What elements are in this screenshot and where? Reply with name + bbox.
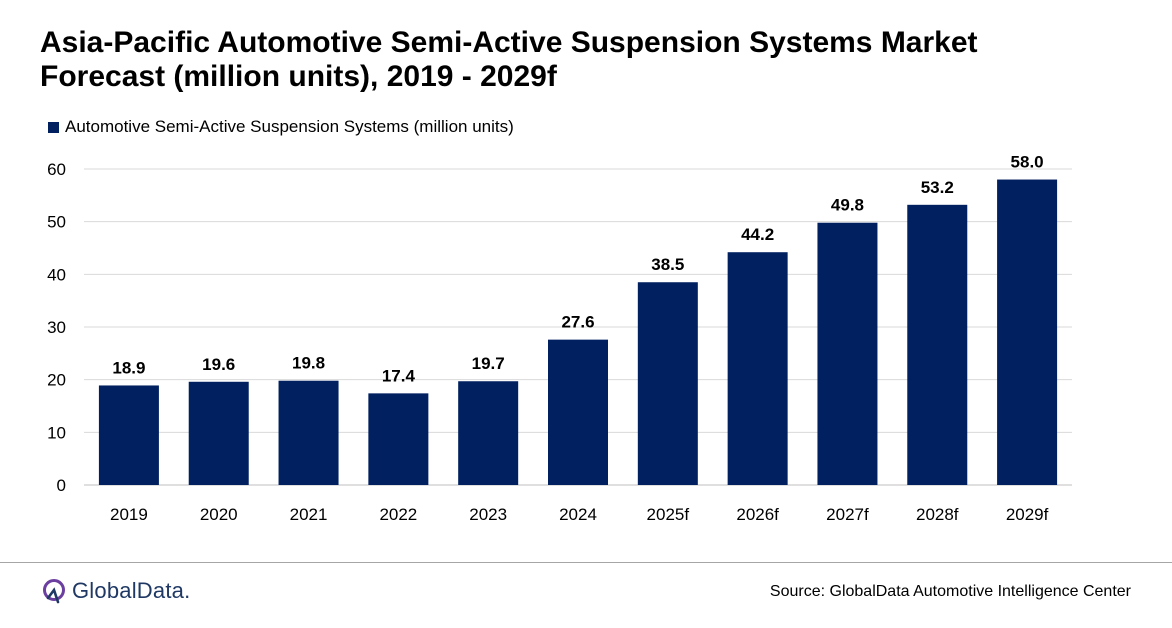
bar xyxy=(817,222,878,485)
data-label: 18.9 xyxy=(112,358,145,377)
x-tick-label: 2021 xyxy=(290,505,328,524)
logo-text: GlobalData. xyxy=(72,578,191,603)
footer-divider xyxy=(0,562,1172,563)
bar xyxy=(997,179,1058,486)
chart-legend: Automotive Semi-Active Suspension System… xyxy=(48,117,514,137)
x-tick-label: 2028f xyxy=(916,505,959,524)
y-tick-label: 40 xyxy=(47,265,66,284)
x-tick-label: 2025f xyxy=(647,505,690,524)
data-label: 38.5 xyxy=(651,255,684,274)
y-tick-label: 50 xyxy=(47,213,66,232)
bar xyxy=(907,204,968,485)
globaldata-logo-icon xyxy=(43,579,65,604)
y-tick-label: 60 xyxy=(47,160,66,179)
bar xyxy=(458,381,519,485)
x-tick-label: 2029f xyxy=(1006,505,1049,524)
x-tick-label: 2019 xyxy=(110,505,148,524)
y-tick-label: 30 xyxy=(47,318,66,337)
data-label: 19.8 xyxy=(292,354,325,373)
x-tick-label: 2026f xyxy=(736,505,779,524)
chart-title: Asia-Pacific Automotive Semi-Active Susp… xyxy=(40,26,1140,94)
bar xyxy=(548,339,608,485)
y-tick-label: 20 xyxy=(47,371,66,390)
chart-title-line-2: Forecast (million units), 2019 - 2029f xyxy=(40,60,557,93)
bar-chart: 0 10 20 30 40 50 60 18.9 2019 19.6 2020 19.8 2021 17.… xyxy=(47,153,1072,524)
bar xyxy=(278,380,339,485)
x-tick-label: 2023 xyxy=(469,505,507,524)
data-label: 44.2 xyxy=(741,225,774,244)
data-label: 17.4 xyxy=(382,366,416,385)
y-tick-label: 0 xyxy=(57,476,66,495)
chart-title-line-1: Asia-Pacific Automotive Semi-Active Susp… xyxy=(40,26,978,59)
x-tick-label: 2027f xyxy=(826,505,869,524)
legend-label: Automotive Semi-Active Suspension System… xyxy=(65,117,514,136)
source-note: Source: GlobalData Automotive Intelligen… xyxy=(769,583,1131,600)
data-label: 19.7 xyxy=(472,354,505,373)
bar xyxy=(98,385,159,485)
data-label: 27.6 xyxy=(561,313,594,332)
data-label: 58.0 xyxy=(1011,153,1044,172)
data-label: 49.8 xyxy=(831,196,864,215)
bar xyxy=(188,381,249,485)
data-label: 53.2 xyxy=(921,178,954,197)
legend-swatch xyxy=(48,121,59,133)
globaldata-logo: GlobalData. xyxy=(42,578,190,604)
x-tick-label: 2020 xyxy=(200,505,238,524)
data-label: 19.6 xyxy=(202,355,235,374)
x-tick-label: 2024 xyxy=(559,505,597,524)
bar xyxy=(368,393,429,485)
bar xyxy=(637,282,698,485)
bar xyxy=(727,252,788,485)
x-tick-label: 2022 xyxy=(379,505,417,524)
y-tick-label: 10 xyxy=(47,423,66,442)
